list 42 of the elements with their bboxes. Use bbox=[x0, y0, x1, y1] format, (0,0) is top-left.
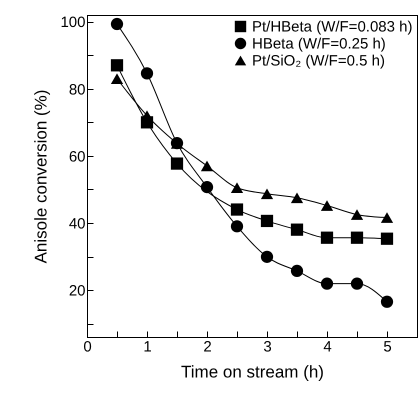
y-tick-label: 20 bbox=[68, 282, 86, 300]
x-tick-label: 4 bbox=[323, 338, 332, 356]
legend-label: Pt/SiO₂ (W/F=0.5 h) bbox=[252, 52, 385, 70]
point bbox=[230, 182, 244, 194]
y-tick-label: 100 bbox=[60, 14, 86, 32]
legend-label: HBeta (W/F=0.25 h) bbox=[252, 36, 386, 52]
y-tick-label: 40 bbox=[68, 215, 86, 232]
point bbox=[110, 73, 124, 84]
point bbox=[170, 157, 184, 170]
point bbox=[140, 110, 154, 121]
point bbox=[320, 200, 334, 211]
point bbox=[140, 67, 154, 80]
point bbox=[200, 180, 214, 194]
x-tick-label: 1 bbox=[143, 338, 152, 356]
x-axis-title: Time on stream (h) bbox=[181, 362, 324, 382]
point bbox=[260, 188, 274, 200]
point bbox=[290, 192, 304, 204]
point bbox=[380, 296, 394, 308]
point bbox=[200, 160, 214, 172]
point bbox=[290, 264, 304, 278]
point bbox=[260, 214, 274, 228]
x-tick-label: 2 bbox=[203, 338, 212, 356]
x-tick-label: 5 bbox=[383, 338, 392, 356]
point bbox=[380, 212, 394, 223]
point bbox=[320, 232, 334, 244]
point bbox=[230, 220, 244, 232]
y-tick-label: 80 bbox=[68, 81, 86, 98]
y-axis-title: Anisole conversion (%) bbox=[31, 90, 50, 264]
point bbox=[380, 232, 394, 245]
point bbox=[350, 278, 364, 290]
point bbox=[350, 232, 364, 244]
point bbox=[290, 224, 304, 236]
point bbox=[320, 278, 334, 290]
point bbox=[110, 59, 124, 72]
point bbox=[260, 250, 274, 263]
point bbox=[110, 18, 124, 30]
x-tick-label: 0 bbox=[83, 338, 92, 356]
y-tick-label: 60 bbox=[68, 148, 86, 166]
x-tick-label: 3 bbox=[263, 338, 272, 356]
legend-label: Pt/HBeta (W/F=0.083 h) bbox=[252, 18, 412, 36]
point bbox=[350, 209, 364, 220]
point bbox=[230, 203, 244, 216]
